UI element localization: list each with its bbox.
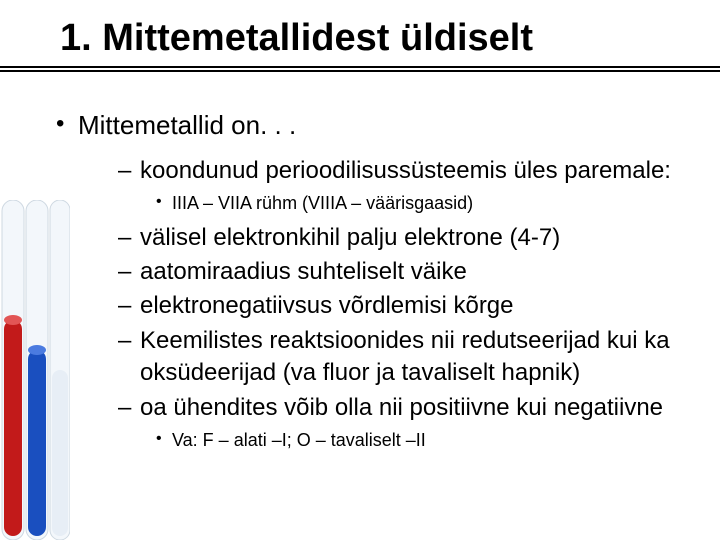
bullet-lvl3: IIIA – VIIA rühm (VIIIA – väärisgaasid)	[156, 191, 692, 215]
bullet-lvl1-text: Mittemetallid on. . .	[78, 110, 296, 140]
bullet-lvl2: elektronegatiivsus võrdlemisi kõrge	[118, 290, 692, 322]
slide-title: 1. Mittemetallidest üldiselt	[60, 18, 720, 60]
bullet-lvl2: aatomiraadius suhteliselt väike	[118, 256, 692, 288]
bullet-lvl2-text: oa ühendites võib olla nii positiivne ku…	[140, 394, 663, 421]
bullet-lvl2-text: aatomiraadius suhteliselt väike	[140, 258, 467, 285]
bullet-lvl3-list: IIIA – VIIA rühm (VIIIA – väärisgaasid)	[118, 191, 692, 215]
bullet-lvl2-text: elektronegatiivsus võrdlemisi kõrge	[140, 292, 514, 319]
title-wrap: 1. Mittemetallidest üldiselt	[0, 0, 720, 66]
bullet-lvl2: koondunud perioodilisussüsteemis üles pa…	[118, 155, 692, 187]
slide: 1. Mittemetallidest üldiselt Mittemetall…	[0, 0, 720, 540]
bullet-lvl2: Keemilistes reaktsioonides nii redutseer…	[118, 325, 692, 390]
bullet-lvl2-text: koondunud perioodilisussüsteemis üles pa…	[140, 157, 671, 184]
bullet-lvl3-text: IIIA – VIIA rühm (VIIIA – väärisgaasid)	[172, 193, 473, 213]
bullet-lvl2: oa ühendites võib olla nii positiivne ku…	[118, 392, 692, 424]
bullet-lvl2-text: Keemilistes reaktsioonides nii redutseer…	[140, 327, 670, 386]
bullet-lvl2-text: välisel elektronkihil palju elektrone (4…	[140, 224, 560, 251]
bullet-lvl3-list: Va: F – alati –I; O – tavaliselt –II	[118, 428, 692, 452]
bullet-lvl2-list: koondunud perioodilisussüsteemis üles pa…	[56, 155, 692, 452]
slide-body: Mittemetallid on. . . koondunud perioodi…	[0, 72, 720, 452]
bullet-lvl2: välisel elektronkihil palju elektrone (4…	[118, 222, 692, 254]
bullet-lvl3-text: Va: F – alati –I; O – tavaliselt –II	[172, 430, 426, 450]
bullet-lvl1: Mittemetallid on. . .	[56, 108, 692, 143]
bullet-lvl3: Va: F – alati –I; O – tavaliselt –II	[156, 428, 692, 452]
